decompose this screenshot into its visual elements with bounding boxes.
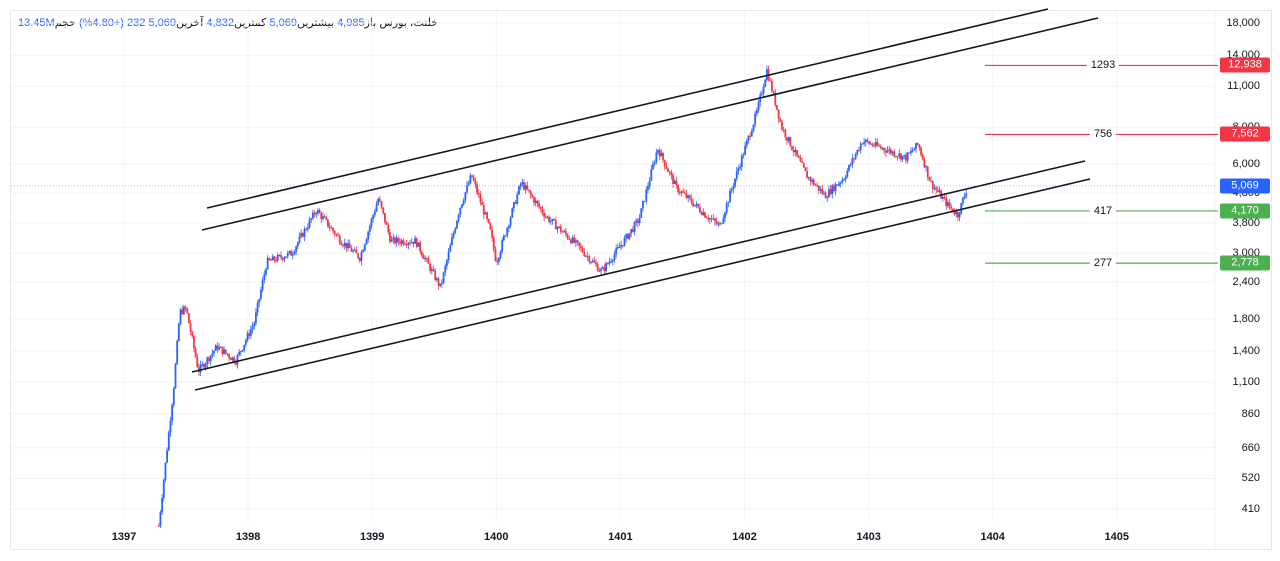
time-tick-label: 1405 — [1104, 531, 1130, 543]
price-tick-label: 3,800 — [1232, 216, 1260, 229]
level-label: 277 — [1089, 257, 1117, 270]
time-tick-label: 1398 — [235, 531, 261, 543]
level-label: 417 — [1089, 204, 1117, 217]
candles — [157, 65, 968, 529]
price-tick-label: 1,800 — [1232, 312, 1260, 325]
time-tick-label: 1402 — [732, 531, 757, 543]
price-tick-label: 1,100 — [1232, 376, 1260, 389]
lower-channel-inner-trendline[interactable] — [191, 160, 1086, 373]
price-tick-label: 660 — [1241, 441, 1260, 454]
price-tick-label: 520 — [1241, 472, 1260, 485]
level-label: 1293 — [1086, 59, 1120, 72]
support-price-tag: 2,778 — [1220, 255, 1270, 271]
upper-channel-inner-trendline[interactable] — [201, 17, 1099, 231]
price-tick-label: 860 — [1241, 407, 1260, 420]
time-tick-label: 1401 — [608, 531, 633, 543]
time-tick-label: 1399 — [359, 531, 385, 543]
level-label: 756 — [1089, 128, 1117, 141]
price-tick-label: 410 — [1241, 502, 1260, 515]
price-tick-label: 6,000 — [1232, 158, 1260, 171]
time-tick-label: 1403 — [856, 531, 881, 543]
time-tick-label: 1397 — [111, 531, 137, 543]
price-tick-label: 1,400 — [1232, 345, 1260, 358]
resistance-price-tag: 12,938 — [1220, 57, 1270, 73]
resistance-price-tag: 7,562 — [1220, 126, 1270, 142]
last-price-tag: 5,069 — [1220, 178, 1270, 194]
lower-channel-outer-trendline[interactable] — [194, 178, 1091, 391]
price-tick-label: 2,400 — [1232, 275, 1260, 288]
time-tick-label: 1404 — [980, 531, 1005, 543]
price-tick-label: 11,000 — [1227, 80, 1260, 93]
time-tick-label: 1400 — [484, 531, 509, 543]
chart-frame — [10, 10, 1272, 550]
price-tick-label: 18,000 — [1226, 17, 1260, 29]
upper-channel-outer-trendline[interactable] — [206, 8, 1049, 209]
support-price-tag: 4,170 — [1220, 203, 1270, 219]
